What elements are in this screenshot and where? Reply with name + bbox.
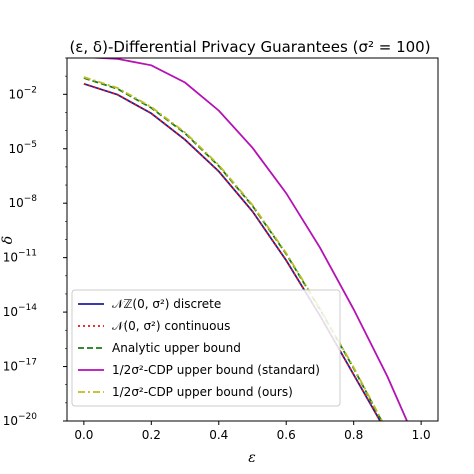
legend-label-3: 1/2σ²-CDP upper bound (standard)	[112, 363, 320, 377]
x-tick-label-4: 0.8	[344, 428, 363, 442]
y-tick-label-6: 10−20	[3, 412, 38, 428]
y-tick-exponent-5: −17	[18, 358, 37, 368]
legend-box	[71, 289, 341, 407]
legend-label-0: 𝒩ℤ(0, σ²) discrete	[112, 297, 221, 311]
x-tick-label-2: 0.4	[209, 428, 228, 442]
y-axis-label: δ	[0, 236, 16, 244]
y-tick-label-0: 10−2	[8, 85, 37, 101]
legend-label-2: Analytic upper bound	[112, 341, 241, 355]
y-tick-label-2: 10−8	[8, 194, 37, 210]
x-tick-label-3: 0.6	[277, 428, 296, 442]
chart-title: (ε, δ)-Differential Privacy Guarantees (…	[69, 38, 430, 56]
x-axis-label: ε	[248, 450, 256, 466]
y-tick-exponent-2: −8	[24, 194, 38, 204]
legend-label-4: 1/2σ²-CDP upper bound (ours)	[112, 385, 293, 399]
series-line-3	[83, 58, 408, 421]
y-tick-exponent-4: −14	[18, 303, 37, 313]
x-tick-label-5: 1.0	[412, 428, 431, 442]
y-tick-exponent-0: −2	[24, 85, 37, 95]
y-tick-label-3: 10−11	[3, 249, 37, 265]
y-tick-exponent-6: −20	[18, 412, 37, 422]
y-tick-label-5: 10−17	[3, 358, 37, 374]
x-ticks: 0.0 0.2 0.4 0.6 0.8 1.0	[74, 421, 431, 442]
y-tick-exponent-3: −11	[18, 249, 37, 259]
legend-label-1: 𝒩(0, σ²) continuous	[112, 319, 230, 333]
y-tick-label-1: 10−5	[8, 140, 37, 156]
y-tick-label-4: 10−14	[3, 303, 38, 319]
x-tick-label-0: 0.0	[74, 428, 93, 442]
y-tick-exponent-1: −5	[24, 140, 37, 150]
x-tick-label-1: 0.2	[142, 428, 161, 442]
legend: 𝒩ℤ(0, σ²) discrete 𝒩(0, σ²) continuous Ana…	[71, 289, 341, 407]
